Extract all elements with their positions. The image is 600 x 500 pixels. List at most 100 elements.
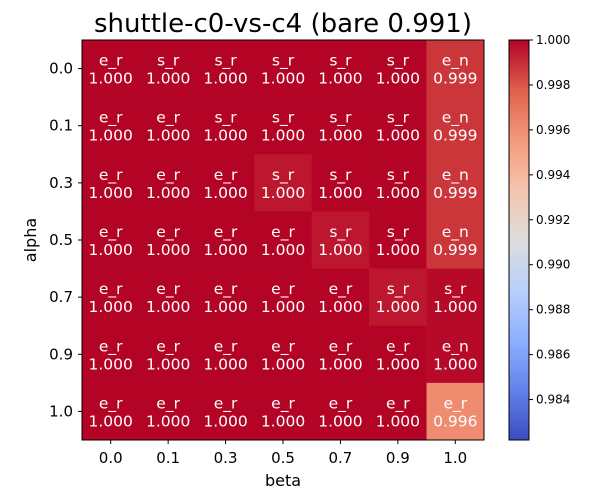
heatmap-cell — [254, 211, 313, 269]
colorbar — [508, 39, 530, 441]
heatmap-cell — [311, 268, 370, 327]
chart-title: shuttle-c0-vs-c4 (bare 0.991) — [94, 9, 472, 39]
heatmap-cell — [311, 97, 370, 155]
cell-value-label: 0.999 — [433, 241, 477, 259]
cell-value-label: 1.000 — [203, 127, 247, 145]
cell-method-label: s_r — [272, 52, 295, 71]
heatmap-cell — [82, 40, 140, 98]
colorbar-tick-label: 0.994 — [536, 168, 570, 182]
cell-method-label: e_r — [214, 337, 238, 356]
cell-value-label: 1.000 — [376, 241, 420, 259]
heatmap-cell — [139, 154, 198, 212]
x-tick-label: 0.5 — [271, 449, 295, 467]
cell-value-label: 1.000 — [89, 355, 133, 373]
cell-method-label: e_n — [442, 337, 469, 356]
heatmap-cell — [139, 97, 198, 155]
heatmap-cell — [369, 211, 427, 269]
cell-method-label: s_r — [387, 280, 410, 299]
cell-method-label: s_r — [329, 52, 352, 71]
cell-method-label: e_r — [214, 280, 238, 299]
cell-value-label: 1.000 — [203, 70, 247, 88]
heatmap-cell — [254, 382, 313, 441]
cell-method-label: e_r — [99, 52, 123, 71]
cell-value-label: 1.000 — [203, 184, 247, 202]
cell-method-label: s_r — [214, 52, 237, 71]
y-tick-label: 0.7 — [49, 288, 73, 306]
heatmap-cell — [369, 40, 427, 98]
cell-method-label: e_r — [271, 394, 295, 413]
cell-method-label: e_r — [271, 337, 295, 356]
cell-value-label: 1.000 — [376, 355, 420, 373]
cell-value-label: 1.000 — [89, 70, 133, 88]
cell-method-label: s_r — [387, 109, 410, 128]
heatmap-cell — [139, 268, 198, 327]
cell-method-label: e_r — [99, 223, 123, 242]
cell-value-label: 1.000 — [318, 412, 362, 430]
heatmap-cell — [139, 40, 198, 98]
cell-method-label: s_r — [329, 109, 352, 128]
heatmap-cell — [426, 211, 485, 269]
colorbar-tick-label: 1.000 — [536, 33, 570, 47]
colorbar-tick-label: 0.992 — [536, 213, 570, 227]
colorbar-tick-label: 0.998 — [536, 78, 570, 92]
heatmap-cell — [426, 154, 485, 212]
heatmap-cell — [369, 382, 427, 441]
colorbar-tick-label: 0.986 — [536, 348, 570, 362]
cell-value-label: 1.000 — [89, 184, 133, 202]
cell-method-label: e_r — [156, 166, 180, 185]
y-tick-label: 0.9 — [49, 345, 73, 363]
heatmap-cell — [82, 211, 140, 269]
cell-method-label: e_r — [329, 337, 353, 356]
heatmap-cell — [82, 97, 140, 155]
x-tick-label: 0.7 — [328, 449, 352, 467]
colorbar-ticks: 0.984 0.986 0.988 0.990 0.992 0.994 0.996 0.998… — [529, 33, 570, 407]
y-axis-ticks: 0.0 0.1 0.3 0.5 0.7 0.9 1.0 — [49, 60, 82, 420]
cell-method-label: s_r — [157, 52, 180, 71]
heatmap-cell — [426, 268, 485, 327]
heatmap-cell — [369, 154, 427, 212]
cell-method-label: e_n — [442, 109, 469, 128]
y-tick-label: 0.1 — [49, 117, 73, 135]
heatmap-cell — [196, 382, 255, 441]
heatmap-cell — [139, 211, 198, 269]
heatmap-cell — [426, 40, 485, 98]
cell-method-label: e_r — [271, 223, 295, 242]
y-axis-label: alpha — [21, 218, 40, 262]
cell-method-label: e_r — [156, 394, 180, 413]
heatmap-cell — [82, 325, 140, 384]
cell-value-label: 1.000 — [261, 298, 305, 316]
heatmap-cell — [196, 325, 255, 384]
cell-method-label: e_r — [156, 223, 180, 242]
cell-method-label: e_r — [214, 223, 238, 242]
heatmap-cell — [196, 268, 255, 327]
y-tick-label: 1.0 — [49, 402, 73, 420]
heatmap-cell — [254, 268, 313, 327]
cell-method-label: s_r — [272, 109, 295, 128]
cell-method-label: s_r — [329, 223, 352, 242]
heatmap-cell — [254, 97, 313, 155]
heatmap-cell — [426, 97, 485, 155]
x-tick-label: 0.3 — [214, 449, 238, 467]
cell-method-label: e_r — [99, 280, 123, 299]
cell-value-label: 1.000 — [146, 241, 190, 259]
heatmap-cell — [196, 97, 255, 155]
cell-value-label: 1.000 — [318, 184, 362, 202]
heatmap-cell — [311, 382, 370, 441]
colorbar-tick-label: 0.990 — [536, 258, 570, 272]
heatmap-cell — [196, 211, 255, 269]
cell-value-label: 1.000 — [376, 298, 420, 316]
cell-value-label: 0.999 — [433, 127, 477, 145]
heatmap-cell — [196, 40, 255, 98]
cell-method-label: e_r — [214, 166, 238, 185]
heatmap-cell — [311, 325, 370, 384]
colorbar-tick-label: 0.996 — [536, 123, 570, 137]
cell-value-label: 1.000 — [318, 355, 362, 373]
colorbar-tick-label: 0.984 — [536, 393, 570, 407]
cell-value-label: 1.000 — [89, 412, 133, 430]
heatmap-cell — [426, 382, 485, 441]
cell-value-label: 0.996 — [433, 412, 477, 430]
cell-method-label: s_r — [444, 280, 467, 299]
cell-value-label: 1.000 — [89, 241, 133, 259]
cell-value-label: 1.000 — [376, 412, 420, 430]
x-axis-label: beta — [265, 471, 301, 490]
